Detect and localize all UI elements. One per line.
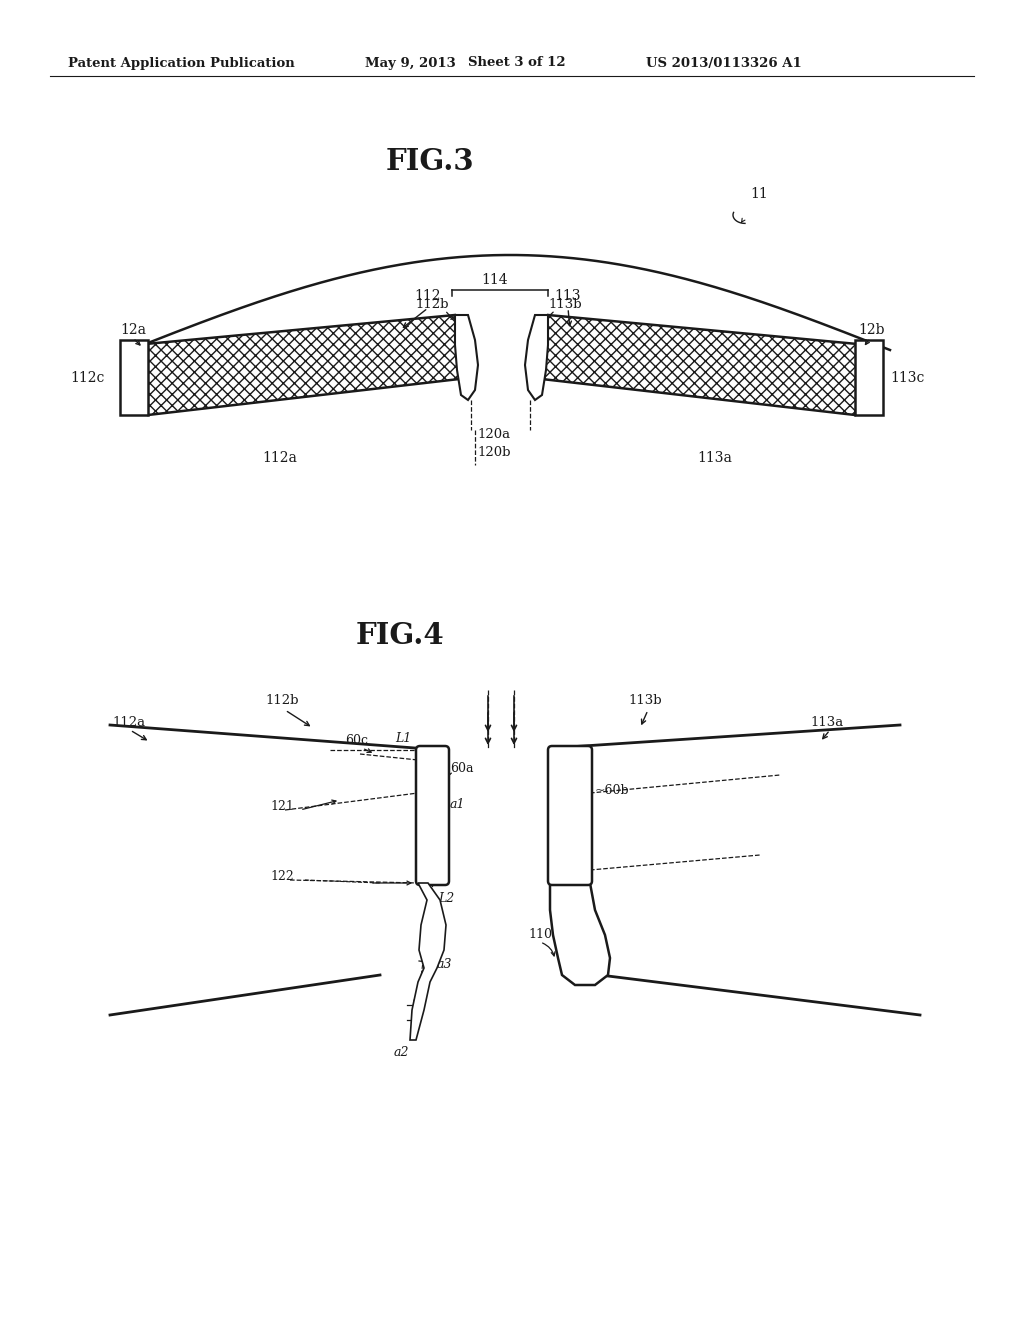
Text: L1: L1 <box>395 731 412 744</box>
Polygon shape <box>135 315 468 414</box>
Polygon shape <box>855 341 883 414</box>
Text: 112: 112 <box>415 289 441 304</box>
Text: 112a: 112a <box>112 715 145 729</box>
Text: 112c: 112c <box>71 371 105 385</box>
Text: Sheet 3 of 12: Sheet 3 of 12 <box>468 57 565 70</box>
Polygon shape <box>525 315 548 400</box>
Text: 113: 113 <box>555 289 582 304</box>
Polygon shape <box>455 315 478 400</box>
Text: 113a: 113a <box>810 715 843 729</box>
Text: 60c: 60c <box>345 734 368 747</box>
Text: 112a: 112a <box>262 451 297 465</box>
Text: 60a: 60a <box>450 762 473 775</box>
Text: 113b: 113b <box>628 693 662 706</box>
Text: 110: 110 <box>528 928 552 941</box>
Text: FIG.4: FIG.4 <box>355 620 444 649</box>
Text: a2: a2 <box>394 1045 410 1059</box>
Polygon shape <box>550 883 610 985</box>
Text: 122: 122 <box>270 870 294 883</box>
Text: FIG.3: FIG.3 <box>386 148 474 177</box>
Text: May 9, 2013: May 9, 2013 <box>365 57 456 70</box>
Text: 112b: 112b <box>265 693 299 706</box>
Polygon shape <box>410 883 446 1040</box>
Text: 113a: 113a <box>697 451 732 465</box>
Text: a3: a3 <box>437 958 453 972</box>
Text: 12a: 12a <box>120 323 146 337</box>
Text: 11: 11 <box>750 187 768 201</box>
Text: ~60b: ~60b <box>595 784 630 796</box>
Text: 12b: 12b <box>858 323 885 337</box>
Text: 120b: 120b <box>477 446 511 459</box>
FancyBboxPatch shape <box>548 746 592 884</box>
Text: 114: 114 <box>481 273 508 286</box>
FancyBboxPatch shape <box>416 746 449 884</box>
Text: 121: 121 <box>270 800 294 813</box>
Text: 112b: 112b <box>416 298 449 312</box>
Text: US 2013/0113326 A1: US 2013/0113326 A1 <box>646 57 802 70</box>
Text: 113c: 113c <box>890 371 925 385</box>
Text: L2: L2 <box>438 891 455 904</box>
Text: a1: a1 <box>450 799 466 812</box>
Polygon shape <box>120 341 148 414</box>
Text: 120a: 120a <box>477 429 510 441</box>
Text: 113b: 113b <box>548 298 582 312</box>
Polygon shape <box>534 315 868 414</box>
Text: Patent Application Publication: Patent Application Publication <box>68 57 295 70</box>
